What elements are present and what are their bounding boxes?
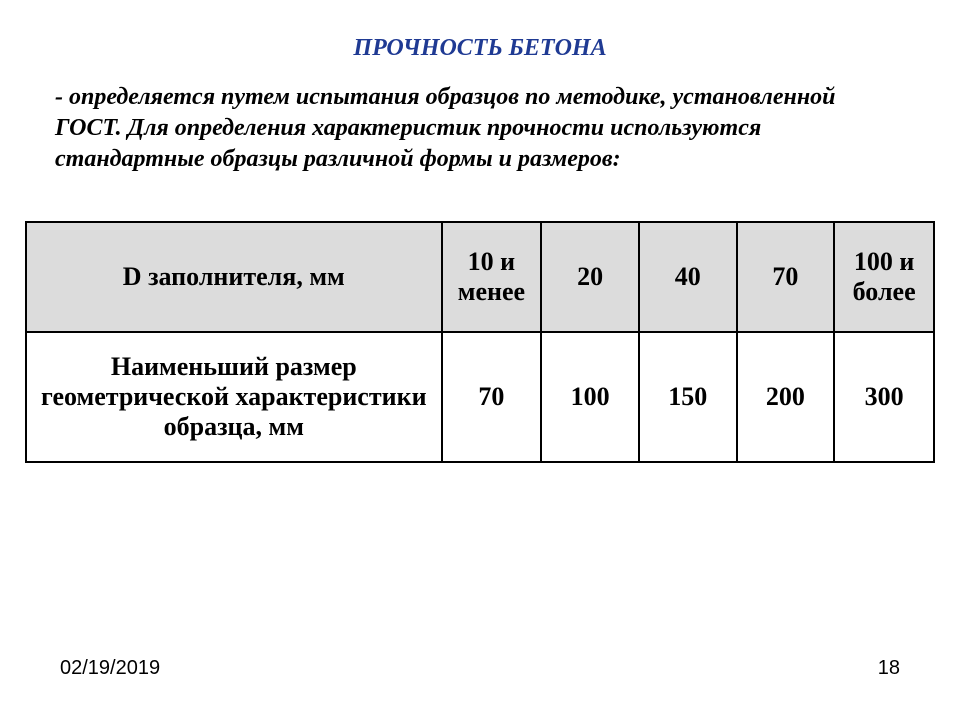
header-cell: 100 и более (834, 222, 934, 332)
data-cell: 70 (442, 332, 542, 462)
data-table: D заполнителя, мм 10 и менее 20 40 70 10… (25, 221, 935, 463)
footer: 02/19/2019 18 (0, 657, 960, 680)
footer-date: 02/19/2019 (60, 657, 160, 680)
table-header-row: D заполнителя, мм 10 и менее 20 40 70 10… (26, 222, 934, 332)
footer-page-number: 18 (878, 657, 900, 680)
data-cell: 200 (737, 332, 835, 462)
header-cell: 40 (639, 222, 737, 332)
header-cell: 20 (541, 222, 639, 332)
data-cell: 100 (541, 332, 639, 462)
page-title: ПРОЧНОСТЬ БЕТОНА (0, 0, 960, 82)
header-cell: D заполнителя, мм (26, 222, 442, 332)
header-cell: 10 и менее (442, 222, 542, 332)
data-cell: 150 (639, 332, 737, 462)
description-text: - определяется путем испытания образцов … (0, 82, 960, 176)
data-cell: Наименьший размер геометрической характе… (26, 332, 442, 462)
header-cell: 70 (737, 222, 835, 332)
table-container: D заполнителя, мм 10 и менее 20 40 70 10… (0, 176, 960, 463)
data-cell: 300 (834, 332, 934, 462)
table-data-row: Наименьший размер геометрической характе… (26, 332, 934, 462)
